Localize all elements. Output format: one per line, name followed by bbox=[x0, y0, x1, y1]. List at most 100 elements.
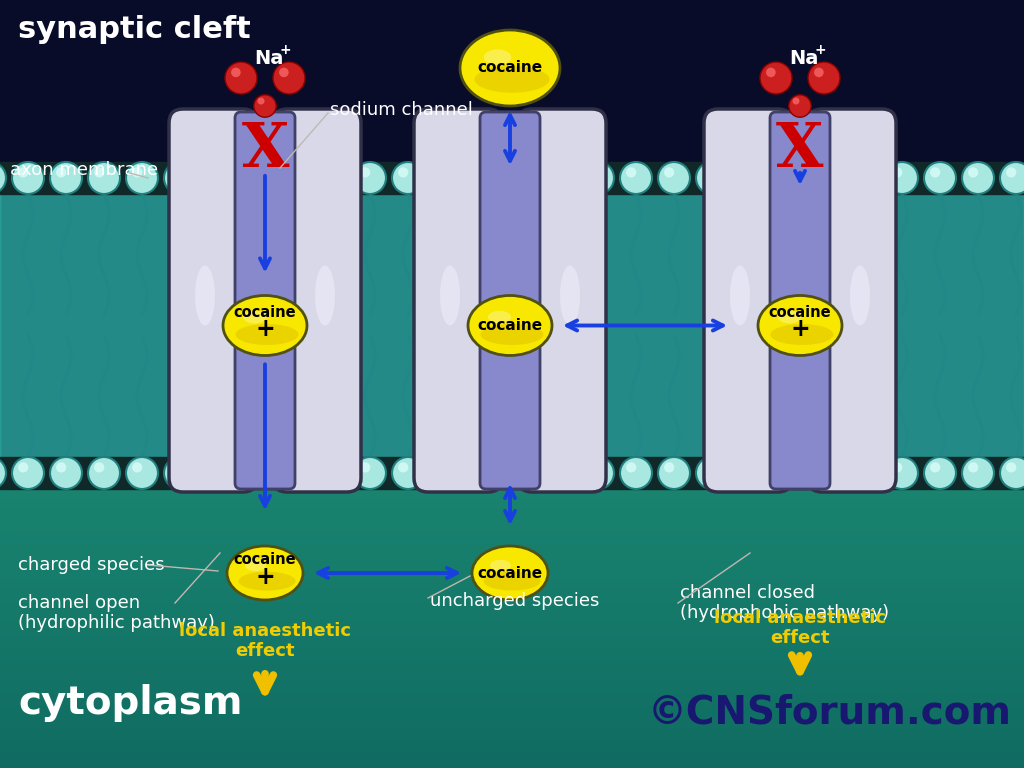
Circle shape bbox=[360, 167, 371, 177]
Bar bbox=[0, 645, 1024, 647]
Bar bbox=[0, 725, 1024, 727]
Circle shape bbox=[788, 94, 811, 118]
Bar bbox=[0, 754, 1024, 756]
Bar bbox=[0, 678, 1024, 680]
Ellipse shape bbox=[480, 324, 544, 345]
Text: channel open
(hydrophilic pathway): channel open (hydrophilic pathway) bbox=[18, 594, 215, 632]
Bar bbox=[0, 662, 1024, 664]
Bar bbox=[0, 651, 1024, 653]
Ellipse shape bbox=[236, 324, 299, 345]
Bar bbox=[0, 517, 1024, 519]
Circle shape bbox=[814, 68, 823, 78]
Bar bbox=[0, 764, 1024, 766]
Bar bbox=[0, 492, 1024, 494]
Circle shape bbox=[1006, 462, 1017, 472]
Bar bbox=[0, 548, 1024, 551]
Bar bbox=[0, 674, 1024, 676]
FancyBboxPatch shape bbox=[770, 112, 830, 489]
Bar bbox=[0, 562, 1024, 564]
Bar bbox=[0, 574, 1024, 576]
Bar bbox=[0, 611, 1024, 613]
Bar bbox=[0, 598, 1024, 600]
Bar bbox=[0, 575, 1024, 578]
Bar bbox=[0, 499, 1024, 502]
Circle shape bbox=[665, 167, 675, 177]
Bar bbox=[0, 700, 1024, 702]
Bar bbox=[0, 727, 1024, 729]
Bar bbox=[0, 620, 1024, 621]
Bar bbox=[0, 578, 1024, 579]
Bar bbox=[0, 581, 1024, 583]
Bar bbox=[0, 683, 1024, 684]
Circle shape bbox=[88, 162, 120, 194]
Bar bbox=[0, 715, 1024, 717]
Bar bbox=[0, 504, 1024, 505]
Bar bbox=[0, 746, 1024, 748]
Bar bbox=[0, 531, 1024, 533]
Bar bbox=[0, 523, 1024, 525]
Bar bbox=[0, 533, 1024, 535]
Bar bbox=[0, 611, 1024, 614]
Bar bbox=[0, 748, 1024, 750]
Bar bbox=[0, 727, 1024, 730]
Bar bbox=[0, 653, 1024, 655]
Circle shape bbox=[50, 457, 82, 489]
Bar bbox=[0, 644, 1024, 646]
Bar bbox=[0, 484, 1024, 486]
Bar bbox=[0, 699, 1024, 701]
Bar bbox=[0, 554, 1024, 555]
Bar bbox=[0, 571, 1024, 573]
Ellipse shape bbox=[770, 324, 834, 345]
Ellipse shape bbox=[488, 311, 511, 323]
Bar bbox=[0, 710, 1024, 712]
Circle shape bbox=[620, 457, 652, 489]
Bar bbox=[0, 476, 1024, 478]
Bar bbox=[0, 758, 1024, 760]
Bar bbox=[0, 694, 1024, 697]
Bar bbox=[0, 490, 1024, 492]
Bar bbox=[0, 568, 1024, 571]
Circle shape bbox=[18, 462, 29, 472]
Circle shape bbox=[280, 68, 289, 78]
FancyBboxPatch shape bbox=[234, 112, 295, 489]
Bar bbox=[0, 730, 1024, 733]
Bar bbox=[0, 597, 1024, 599]
Bar bbox=[0, 488, 1024, 491]
Bar bbox=[0, 643, 1024, 645]
Circle shape bbox=[1000, 457, 1024, 489]
Circle shape bbox=[886, 457, 918, 489]
Bar bbox=[0, 478, 1024, 480]
Bar bbox=[0, 648, 1024, 650]
Bar bbox=[0, 558, 1024, 561]
Bar bbox=[0, 613, 1024, 614]
Bar bbox=[0, 712, 1024, 714]
FancyBboxPatch shape bbox=[234, 112, 295, 489]
Bar bbox=[0, 506, 1024, 508]
Bar bbox=[0, 625, 1024, 627]
Circle shape bbox=[886, 162, 918, 194]
Bar bbox=[0, 697, 1024, 698]
Bar bbox=[0, 660, 1024, 662]
Bar bbox=[0, 755, 1024, 757]
Ellipse shape bbox=[195, 266, 215, 326]
Bar bbox=[0, 670, 1024, 673]
Bar bbox=[0, 568, 1024, 569]
Ellipse shape bbox=[468, 296, 552, 356]
Bar bbox=[0, 746, 1024, 747]
Bar bbox=[0, 584, 1024, 586]
Circle shape bbox=[620, 162, 652, 194]
Bar bbox=[0, 617, 1024, 620]
Bar bbox=[0, 511, 1024, 513]
Bar bbox=[0, 716, 1024, 718]
Bar bbox=[0, 457, 1024, 489]
Bar bbox=[0, 480, 1024, 482]
Circle shape bbox=[702, 167, 713, 177]
Bar bbox=[0, 578, 1024, 580]
Bar bbox=[0, 657, 1024, 659]
Circle shape bbox=[924, 162, 956, 194]
Circle shape bbox=[126, 457, 158, 489]
Ellipse shape bbox=[483, 571, 541, 591]
Bar bbox=[0, 546, 1024, 548]
Bar bbox=[0, 498, 1024, 501]
Bar bbox=[0, 718, 1024, 720]
